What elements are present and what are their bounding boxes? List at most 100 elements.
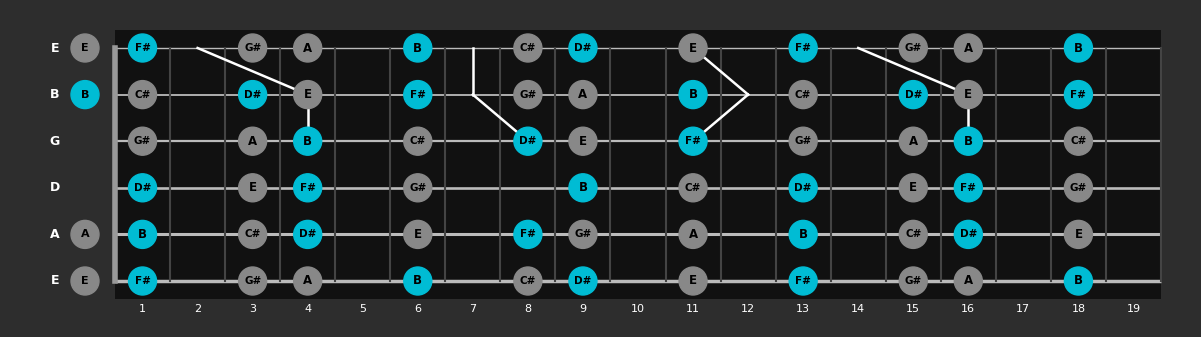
Text: 18: 18 (1071, 304, 1086, 314)
Text: D#: D# (795, 183, 812, 193)
Circle shape (294, 34, 322, 62)
Text: D#: D# (574, 43, 592, 53)
Text: G#: G# (904, 43, 922, 53)
Text: D#: D# (960, 229, 976, 239)
Circle shape (404, 34, 432, 62)
Circle shape (71, 267, 98, 295)
Circle shape (514, 267, 542, 295)
Text: B: B (799, 228, 807, 241)
Circle shape (955, 81, 982, 109)
Text: E: E (579, 135, 587, 148)
Text: G#: G# (519, 90, 537, 100)
Circle shape (955, 174, 982, 202)
Circle shape (900, 81, 927, 109)
Text: B: B (50, 88, 60, 101)
Circle shape (1064, 267, 1093, 295)
Text: A: A (80, 229, 89, 239)
Text: E: E (50, 41, 59, 55)
Text: 10: 10 (631, 304, 645, 314)
Circle shape (404, 174, 432, 202)
Text: B: B (579, 181, 587, 194)
Circle shape (239, 34, 267, 62)
Text: A: A (50, 228, 60, 241)
Circle shape (955, 34, 982, 62)
Circle shape (71, 81, 98, 109)
Circle shape (239, 127, 267, 155)
Text: 4: 4 (304, 304, 311, 314)
Circle shape (294, 174, 322, 202)
Text: B: B (688, 88, 698, 101)
Text: F#: F# (795, 276, 811, 286)
Text: 8: 8 (525, 304, 532, 314)
Text: E: E (909, 181, 918, 194)
Text: 2: 2 (195, 304, 201, 314)
Text: 19: 19 (1127, 304, 1141, 314)
Text: C#: C# (795, 90, 812, 100)
Text: C#: C# (1070, 136, 1087, 146)
Text: E: E (689, 275, 697, 287)
Circle shape (569, 34, 597, 62)
Text: 9: 9 (579, 304, 586, 314)
Circle shape (569, 220, 597, 248)
Circle shape (239, 174, 267, 202)
Circle shape (294, 267, 322, 295)
Circle shape (1064, 81, 1093, 109)
Circle shape (1064, 174, 1093, 202)
Circle shape (71, 220, 98, 248)
Text: F#: F# (795, 43, 811, 53)
Text: C#: C# (135, 90, 150, 100)
Circle shape (900, 174, 927, 202)
Text: C#: C# (410, 136, 426, 146)
Text: F#: F# (410, 90, 425, 100)
Circle shape (569, 81, 597, 109)
Circle shape (679, 127, 707, 155)
Circle shape (1064, 220, 1093, 248)
Circle shape (294, 127, 322, 155)
Circle shape (679, 34, 707, 62)
Text: A: A (909, 135, 918, 148)
Text: B: B (964, 135, 973, 148)
Circle shape (514, 81, 542, 109)
Text: C#: C# (520, 276, 536, 286)
Text: 12: 12 (741, 304, 755, 314)
Circle shape (955, 267, 982, 295)
Circle shape (71, 34, 98, 62)
Text: 14: 14 (852, 304, 865, 314)
Text: E: E (689, 41, 697, 55)
Text: C#: C# (520, 43, 536, 53)
Circle shape (294, 81, 322, 109)
Circle shape (404, 267, 432, 295)
Text: C#: C# (685, 183, 701, 193)
Circle shape (129, 220, 156, 248)
Circle shape (900, 220, 927, 248)
Text: D#: D# (904, 90, 922, 100)
Text: 3: 3 (249, 304, 256, 314)
Circle shape (955, 220, 982, 248)
Circle shape (404, 81, 432, 109)
Text: 16: 16 (961, 304, 975, 314)
Text: D#: D# (244, 90, 262, 100)
Text: A: A (963, 41, 973, 55)
Text: D#: D# (299, 229, 316, 239)
Text: C#: C# (245, 229, 261, 239)
Text: G: G (50, 135, 60, 148)
Text: G#: G# (904, 276, 922, 286)
Text: F#: F# (135, 43, 150, 53)
Text: A: A (963, 275, 973, 287)
Text: G#: G# (795, 136, 812, 146)
Circle shape (679, 267, 707, 295)
Circle shape (404, 127, 432, 155)
Circle shape (129, 127, 156, 155)
Text: F#: F# (1070, 90, 1087, 100)
Text: B: B (1074, 275, 1083, 287)
Text: E: E (82, 43, 89, 53)
Text: 17: 17 (1016, 304, 1030, 314)
Circle shape (514, 127, 542, 155)
Text: G#: G# (133, 136, 151, 146)
Circle shape (294, 220, 322, 248)
Text: E: E (414, 228, 422, 241)
Circle shape (404, 220, 432, 248)
Circle shape (569, 267, 597, 295)
Text: B: B (138, 228, 147, 241)
Text: G#: G# (410, 183, 426, 193)
